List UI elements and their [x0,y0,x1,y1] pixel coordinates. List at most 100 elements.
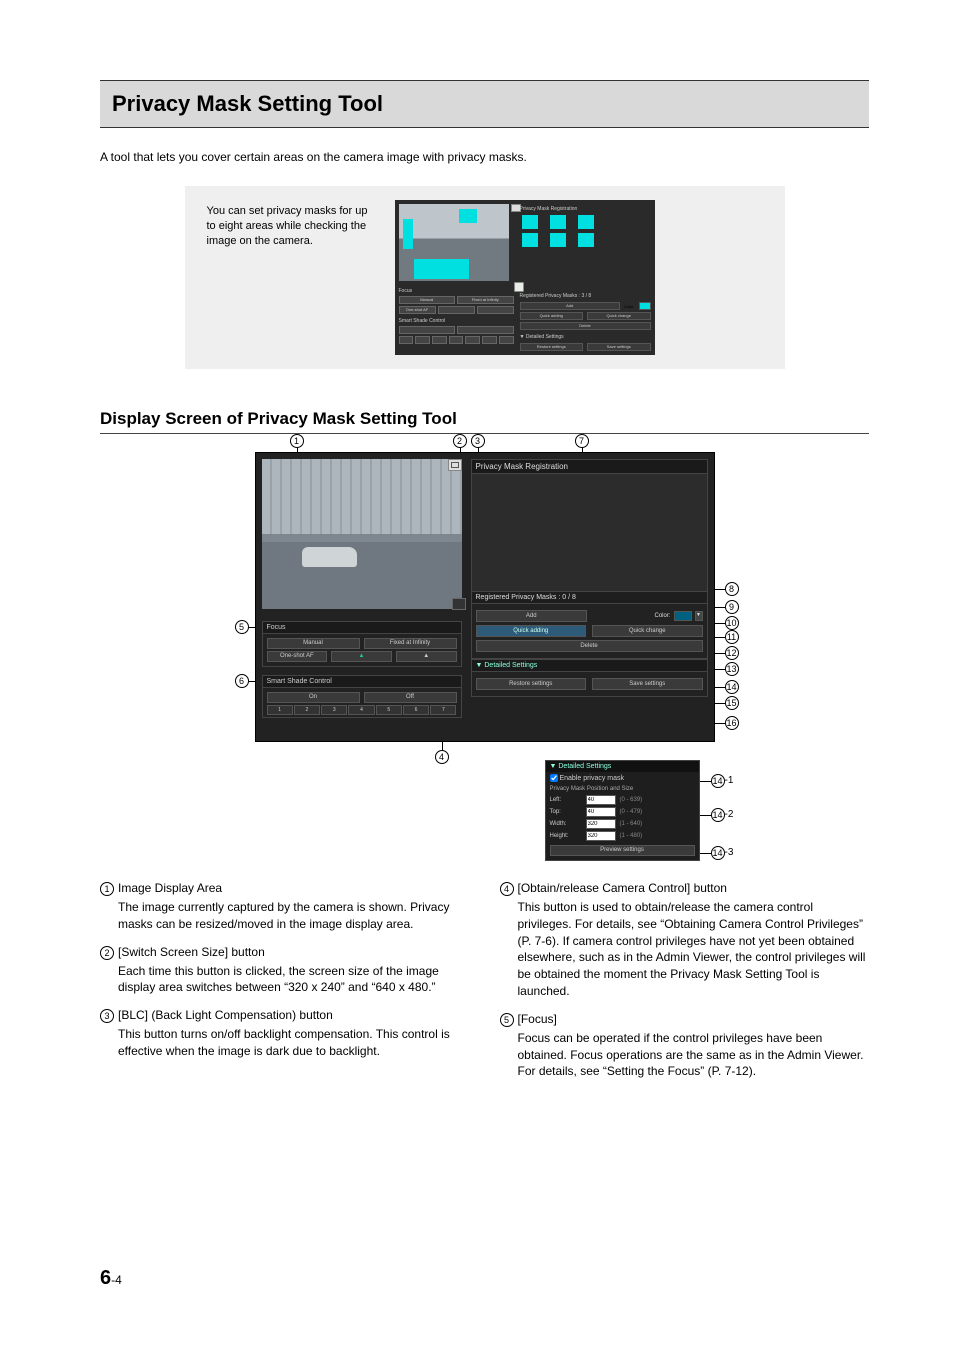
shade-off-button: Off [364,692,457,703]
mini-oneshot-btn: One-shot AF [399,306,436,314]
desc-3-body: This button turns on/off backlight compe… [118,1026,470,1060]
intro-text: A tool that lets you cover certain areas… [100,150,869,164]
callout-7: 7 [575,434,589,448]
desc-4: 4[Obtain/release Camera Control] button … [500,881,870,1000]
row-left: Left: (0 - 639) [546,794,699,806]
desc-5-num: 5 [500,1013,514,1027]
mini-add: Add [520,302,620,310]
mini-manual-btn: Manual [399,296,456,304]
desc-2-body: Each time this button is clicked, the sc… [118,963,470,997]
title-bar: Privacy Mask Setting Tool [100,80,869,128]
detailed-header: ▼ Detailed Settings [471,659,708,672]
callout-2: 2 [453,434,467,448]
scale-3: 3 [321,705,347,715]
callout-10: 10 [725,616,739,630]
mini-preview [399,204,509,281]
height-range: (1 - 480) [620,833,643,839]
chapter-num: 6 [100,1267,111,1289]
mini-save: Save settings [587,343,651,351]
left-range: (0 - 639) [620,797,643,803]
mini-right-panel: Registered Privacy Masks : 3 / 8 Add Colo… [520,290,651,353]
desc-3-title: [BLC] (Back Light Compensation) button [118,1008,333,1023]
callout-13: 13 [725,662,739,676]
mini-zoom-btn [438,306,475,314]
callout-14-2s: -2 [725,809,734,820]
scale-1: 1 [267,705,293,715]
callout-16: 16 [725,716,739,730]
main-diagram: Privacy Mask Registration Registered Pri… [255,452,715,742]
callout-9: 9 [725,600,739,614]
quick-change-button: Quick change [592,625,703,637]
dg-right-panel: Privacy Mask Registration Registered Pri… [471,459,708,697]
callout-1: 1 [290,434,304,448]
reg-header: Privacy Mask Registration [471,459,708,474]
callout-14-1s: -1 [725,775,734,786]
desc-1-title: Image Display Area [118,881,222,896]
desc-5: 5 [Focus] Focus can be operated if the co… [500,1012,870,1080]
quick-adding-button: Quick adding [476,625,587,637]
fixed-button: Fixed at Infinity [364,638,457,649]
desc-1: 1Image Display Area The image currently … [100,881,470,933]
manual-button: Manual [267,638,360,649]
callout-3: 3 [471,434,485,448]
desc-3-num: 3 [100,1009,114,1023]
callout-14-3n: 14 [711,846,725,860]
reg-label: Registered Privacy Masks : 0 / 8 [476,594,576,601]
switch-size-icon [448,459,462,471]
mini-color-swatch [639,302,651,310]
add-button: Add [476,610,588,622]
desc-1-body: The image currently captured by the came… [118,899,470,933]
height-input [586,831,616,841]
width-input [586,819,616,829]
mini-color-label: Color: [624,304,635,309]
dg-preview [262,459,462,609]
shade-header: Smart Shade Control [262,675,462,688]
left-label: Left: [550,797,582,803]
width-label: Width: [550,821,582,827]
registered-count: Registered Privacy Masks : 0 / 8 [471,592,708,604]
mini-fixed-btn: Fixed at Infinity [457,296,514,304]
width-range: (1 - 640) [620,821,643,827]
desc-4-num: 4 [500,882,514,896]
focus-panel: Focus Manual Fixed at Infinity One-shot … [262,621,462,667]
mini-shade-label: Smart Shade Control [399,318,514,324]
mini-registration: Privacy Mask Registration [520,206,651,248]
callout-15: 15 [725,696,739,710]
mini-quickadd: Quick adding [520,312,584,320]
oneshot-button: One-shot AF [267,651,328,662]
desc-5-title: [Focus] [518,1012,557,1027]
focus-far-icon: ▲ [396,651,457,662]
mini-detailed: ▼ Detailed Settings [520,334,564,340]
desc-4-body: This button is used to obtain/release th… [518,899,870,1000]
page-title: Privacy Mask Setting Tool [112,91,857,117]
section-heading: Display Screen of Privacy Mask Setting T… [100,409,869,434]
save-button: Save settings [592,678,703,690]
height-label: Height: [550,833,582,839]
callout-14-2n: 14 [711,808,725,822]
top-input [586,807,616,817]
row-top: Top: (0 - 479) [546,806,699,818]
scale-2: 2 [294,705,320,715]
callout-12: 12 [725,646,739,660]
callout-8: 8 [725,582,739,596]
mini-registered: Registered Privacy Masks : 3 / 8 [520,293,592,299]
mini-focus-label: Focus [399,288,514,294]
description-columns: 1Image Display Area The image currently … [100,881,869,1092]
blc-icon [452,598,466,610]
reg-area [471,474,708,592]
detail-header: ▼ Detailed Settings [546,761,699,772]
desc-5-body: Focus can be operated if the control pri… [518,1030,870,1080]
color-label: Color: [654,613,670,619]
enable-label: Enable privacy mask [559,775,624,782]
delete-button: Delete [476,640,703,652]
scale-7: 7 [430,705,456,715]
row-height: Height: (1 - 480) [546,830,699,842]
callout-6: 6 [235,674,249,688]
diagram-wrap: 1 2 3 7 5 6 8 9 10 11 12 13 14 15 16 4 P… [205,452,765,861]
preview-button: Preview settings [550,845,695,856]
enable-checkbox [550,774,558,782]
mini-quickchange: Quick change [587,312,651,320]
desc-2: 2[Switch Screen Size] button Each time t… [100,945,470,997]
mini-focus-panel: Focus Manual Fixed at Infinity One-shot … [399,288,514,346]
page-number: 6-4 [100,1267,122,1290]
